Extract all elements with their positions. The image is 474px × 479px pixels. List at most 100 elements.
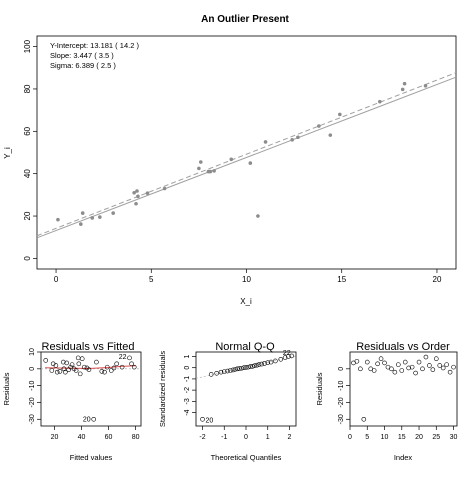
panel1-point (102, 369, 107, 375)
panel1-x-axis-label: Fitted values (70, 453, 113, 462)
panel1-point (86, 367, 92, 372)
panel1-point (54, 369, 60, 375)
panel1-point (77, 371, 83, 377)
panel2-point (243, 365, 249, 370)
data-point (98, 215, 102, 219)
panel1-point (104, 364, 110, 370)
panel2-point (235, 366, 240, 372)
data-point (134, 201, 138, 206)
panel2-point (208, 372, 214, 377)
panel3-point (402, 359, 408, 365)
panel2-point (241, 365, 247, 370)
panel3-point (371, 368, 377, 373)
panel3-marks: 0 5 10 15 20 25 30 -30 -20 -10 0 (338, 354, 458, 441)
main-y-tick-label: 80 (23, 84, 32, 93)
panel2-point (237, 366, 242, 371)
panel1-x-tick-label: 80 (132, 434, 140, 441)
panel3-x-tick-label: 15 (398, 434, 406, 441)
panel2-y-tick-label: 1 (184, 354, 191, 358)
panel2-y-tick-label: -1 (184, 376, 191, 382)
panel1-point (114, 361, 119, 367)
data-point (136, 194, 140, 199)
data-point (132, 190, 136, 195)
panel2-point (225, 368, 230, 374)
panel1-point (60, 359, 66, 365)
data-point (197, 166, 201, 171)
panel2-point (286, 354, 291, 359)
data-point (290, 137, 295, 142)
true-regression-line (36, 72, 457, 237)
panel3-point (447, 369, 453, 375)
data-point (135, 189, 139, 193)
panel1-point (57, 369, 63, 374)
panel3-point (358, 366, 363, 372)
main-y-tick-label: 60 (23, 126, 32, 135)
panel1-point (108, 368, 114, 373)
main-y-tick-label: 20 (23, 211, 32, 220)
panel3-x-tick-label: 5 (365, 434, 369, 441)
panel1-point (127, 355, 132, 361)
panel2-point (273, 358, 278, 364)
data-point (402, 81, 407, 86)
annotation-sigma: Sigma: 6.389 ( 2.5 ) (50, 61, 116, 70)
panel1-point (43, 358, 49, 363)
panel1-frame (40, 351, 142, 427)
panel2-point (256, 362, 262, 367)
data-point (145, 191, 150, 195)
panel1-marks: 20 40 60 80 -30 -20 -10 0 10 20 22 (29, 348, 141, 441)
panel3-point (361, 416, 367, 422)
panel3-point (451, 364, 456, 370)
panel2-point (252, 363, 257, 368)
panel2-point (200, 416, 205, 422)
panel2-point (228, 368, 233, 373)
panel3-point (389, 366, 394, 372)
data-point (256, 214, 260, 218)
panel1-point-label: 22 (119, 354, 127, 361)
panel3-point (427, 363, 432, 368)
data-point (198, 160, 203, 164)
panel2-y-tick-label: -2 (184, 387, 191, 393)
fitted-regression-line (36, 76, 457, 239)
panel1-smoother-line (45, 365, 136, 369)
panel1-title: Residuals vs Fitted (42, 341, 135, 353)
panel3-point (392, 369, 398, 375)
data-point (80, 211, 85, 215)
panel3-y-tick-label: 0 (338, 367, 345, 371)
panel3-point (444, 362, 449, 367)
panel1-y-tick-label: -30 (29, 414, 36, 424)
panel2-point-label: 22 (283, 350, 291, 357)
panel1-point (129, 361, 134, 367)
panel2-x-tick-label: -2 (199, 434, 205, 441)
panel2-point (245, 364, 251, 370)
panel-normal-qq: Normal Q-Q Theoretical Quantiles Standar… (158, 341, 297, 462)
main-y-tick-label: 100 (23, 39, 32, 53)
panel1-y-tick-label: -10 (29, 380, 36, 390)
panel1-point (63, 369, 68, 375)
panel2-point (282, 355, 288, 360)
panel1-point (94, 359, 99, 365)
panel3-y-tick-label: -10 (338, 380, 345, 390)
annotation-slope: Slope: 3.447 ( 3.5 ) (50, 51, 114, 60)
panel2-point (230, 367, 236, 373)
panel1-point (111, 365, 117, 371)
panel3-point (382, 360, 387, 366)
panel3-x-tick-label: 25 (432, 434, 440, 441)
panel2-point (214, 371, 219, 376)
panel2-point-label: 20 (206, 417, 214, 424)
panel3-point (399, 368, 405, 373)
panel3-y-tick-label: -20 (338, 397, 345, 407)
panel3-point (413, 370, 418, 376)
panel1-y-axis-label: Residuals (2, 372, 11, 405)
main-x-tick-label: 0 (54, 275, 59, 284)
panel1-point (64, 360, 69, 366)
panel3-x-tick-label: 10 (381, 434, 389, 441)
data-point (328, 133, 333, 137)
panel3-point (420, 366, 425, 372)
panel3-point (440, 365, 446, 371)
panel3-frame (349, 351, 458, 427)
main-chart-title: An Outlier Present (201, 14, 289, 25)
main-y-tick-label: 0 (23, 256, 32, 261)
panel3-x-axis-label: Index (394, 453, 413, 462)
panel2-point (289, 353, 294, 359)
